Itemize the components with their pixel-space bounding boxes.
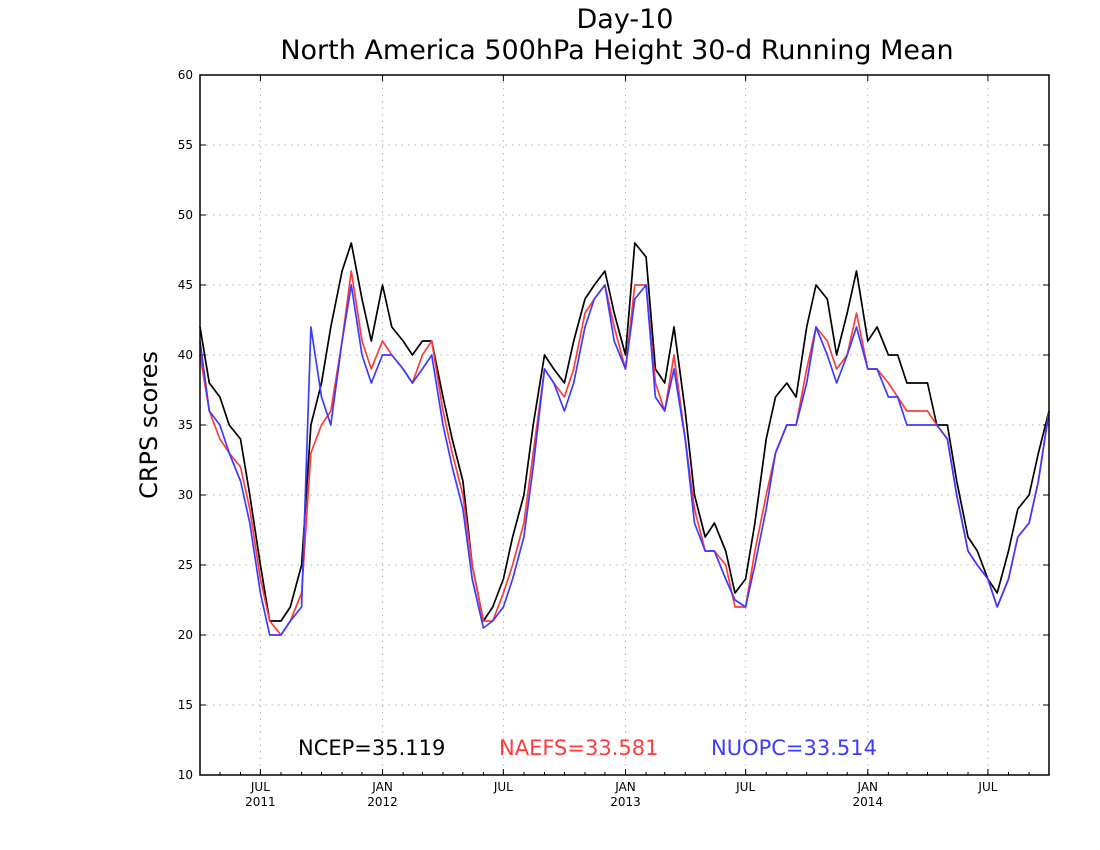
x-tick-year: 2013: [610, 795, 641, 809]
y-axis-label: CRPS scores: [135, 351, 163, 499]
x-tick-label: JUL: [735, 780, 755, 794]
chart-title: Day-10: [577, 4, 674, 35]
legend-naefs: NAEFS=33.581: [499, 736, 658, 760]
x-tick-label: JAN: [371, 780, 393, 794]
y-tick-label: 10: [178, 768, 193, 782]
x-tick-label: JUL: [250, 780, 270, 794]
y-tick-label: 20: [178, 628, 193, 642]
x-tick-year: 2011: [245, 795, 276, 809]
legend-nuopc: NUOPC=33.514: [711, 736, 877, 760]
legend-ncep: NCEP=35.119: [298, 736, 445, 760]
x-tick-label: JAN: [857, 780, 879, 794]
y-tick-label: 15: [178, 698, 193, 712]
series-lines: [199, 242, 1050, 636]
x-tick-label: JUL: [493, 780, 513, 794]
y-tick-label: 40: [178, 348, 193, 362]
y-tick-label: 25: [178, 558, 193, 572]
series-line-naefs: [199, 270, 1050, 636]
x-tick-year: 2012: [367, 795, 398, 809]
x-tick-label: JAN: [614, 780, 636, 794]
y-tick-label: 35: [178, 418, 193, 432]
y-tick-label: 50: [178, 208, 193, 222]
series-line-nuopc: [199, 284, 1050, 636]
y-tick-label: 30: [178, 488, 193, 502]
y-tick-label: 55: [178, 138, 193, 152]
legend: NCEP=35.119 NAEFS=33.581 NUOPC=33.514: [298, 736, 877, 760]
series-line-ncep: [199, 242, 1050, 622]
x-tick-label: JUL: [977, 780, 997, 794]
y-tick-label: 45: [178, 278, 193, 292]
y-tick-label: 60: [178, 68, 193, 82]
plot-frame: [199, 74, 1050, 776]
chart-subtitle: North America 500hPa Height 30-d Running…: [280, 35, 953, 66]
x-tick-year: 2014: [853, 795, 884, 809]
